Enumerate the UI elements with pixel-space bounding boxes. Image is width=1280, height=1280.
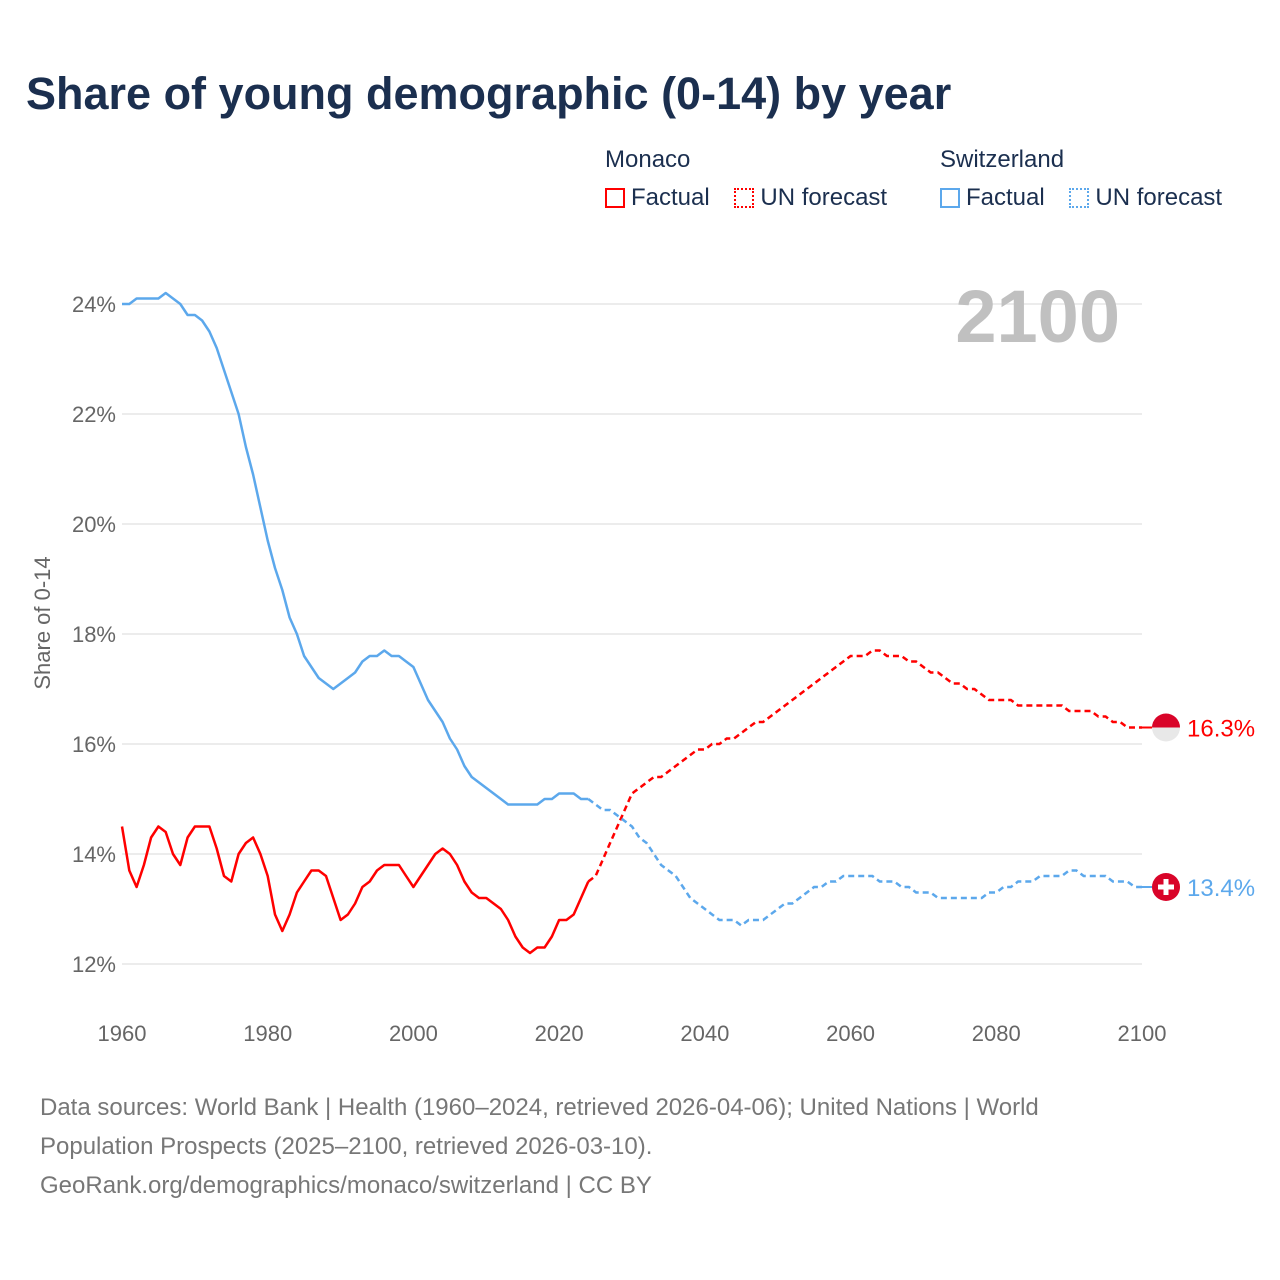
- legend-group-label: Monaco: [605, 146, 691, 173]
- monaco-forecast-line: [587, 649, 1142, 883]
- legend-label: UN forecast: [1095, 184, 1223, 211]
- switzerland-factual-line: [122, 291, 589, 806]
- switzerland-end-value-label: 13.4%: [1187, 875, 1255, 902]
- x-tick-label: 1960: [98, 1021, 147, 1046]
- y-axis-label: Share of 0-14: [30, 556, 55, 689]
- switzerland-forecast-line: [587, 798, 1142, 928]
- y-tick-label: 18%: [72, 622, 116, 647]
- legend-item-monaco-factual[interactable]: Factual: [605, 184, 710, 212]
- legend-item-switzerland-factual[interactable]: Factual: [940, 184, 1045, 212]
- legend-label: Factual: [966, 184, 1045, 211]
- legend-swatch: [734, 188, 755, 208]
- legend-label: UN forecast: [760, 184, 888, 211]
- y-tick-label: 16%: [72, 732, 116, 757]
- x-tick-label: 2000: [389, 1021, 438, 1046]
- monaco-flag-icon: [1152, 713, 1181, 728]
- y-tick-label: 22%: [72, 402, 116, 427]
- legend-item-switzerland-forecast[interactable]: UN forecast: [1069, 184, 1222, 212]
- monaco-flag-icon: [1152, 727, 1181, 742]
- monaco-factual-line: [120, 825, 590, 955]
- x-tick-label: 2040: [680, 1021, 729, 1046]
- x-tick-label: 1980: [243, 1021, 292, 1046]
- legend-switzerland: Switzerland Factual UN forecast: [940, 146, 1240, 215]
- legend-swatch: [940, 188, 960, 208]
- y-tick-label: 24%: [72, 292, 116, 317]
- legend-swatch: [605, 188, 625, 208]
- sources-line: Data sources: World Bank | Health (1960–…: [40, 1094, 1039, 1121]
- chart-title: Share of young demographic (0-14) by yea…: [26, 68, 952, 119]
- x-tick-label: 2060: [826, 1021, 875, 1046]
- x-tick-label: 2100: [1118, 1021, 1167, 1046]
- switzerland-flag-cross: [1158, 884, 1174, 890]
- x-tick-label: 2020: [535, 1021, 584, 1046]
- y-tick-label: 20%: [72, 512, 116, 537]
- y-tick-label: 12%: [72, 952, 116, 977]
- monaco-end-value-label: 16.3%: [1187, 716, 1255, 743]
- x-tick-label: 2080: [972, 1021, 1021, 1046]
- legend-swatch: [1069, 188, 1090, 208]
- year-watermark: 2100: [955, 275, 1120, 358]
- legend-label: Factual: [631, 184, 710, 211]
- legend-monaco: Monaco Factual UN forecast: [605, 146, 905, 215]
- legend-group-label: Switzerland: [940, 146, 1065, 173]
- y-tick-label: 14%: [72, 842, 116, 867]
- sources-link[interactable]: GeoRank.org/demographics/monaco/switzerl…: [40, 1172, 652, 1199]
- sources: Data sources: World Bank | Health (1960–…: [40, 1088, 1039, 1205]
- legend-item-monaco-forecast[interactable]: UN forecast: [734, 184, 887, 212]
- sources-line: Population Prospects (2025–2100, retriev…: [40, 1133, 653, 1160]
